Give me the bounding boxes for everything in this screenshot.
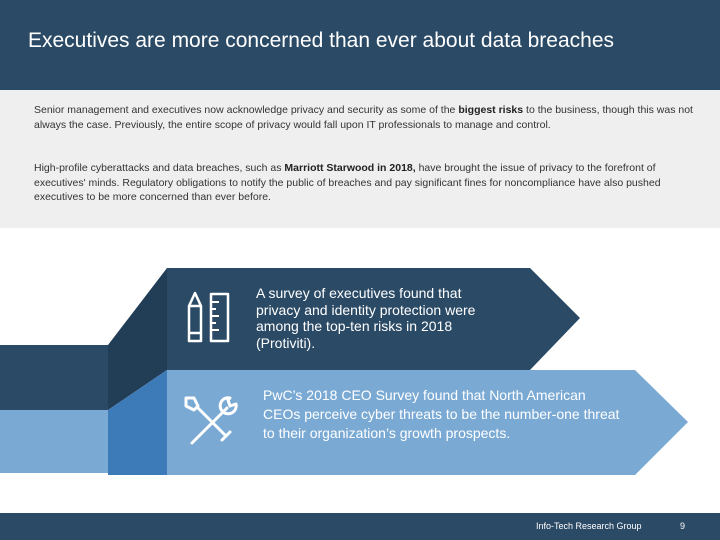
left-block-top xyxy=(0,345,108,410)
slide-title: Executives are more concerned than ever … xyxy=(28,29,615,52)
card-2 xyxy=(167,370,688,475)
title-bar: Executives are more concerned than ever … xyxy=(0,0,720,90)
page-number: 9 xyxy=(680,521,686,531)
intro-p1-bold: biggest risks xyxy=(458,104,524,116)
fold-top xyxy=(108,268,167,410)
card-1-text: A survey of executives found that privac… xyxy=(256,285,476,351)
left-block-bottom xyxy=(0,410,108,473)
intro-p2-text-after: have brought the issue of privacy to the… xyxy=(34,162,661,203)
intro-panel: Senior management and executives now ack… xyxy=(0,90,720,228)
intro-paragraph-1: Senior management and executives now ack… xyxy=(34,103,694,132)
intro-p1-text-after: to the business, though this was not alw… xyxy=(34,104,693,131)
intro-p2-bold: Marriott Starwood in 2018, xyxy=(284,162,416,174)
intro-p2-text: High-profile cyberattacks and data breac… xyxy=(34,162,285,174)
card-1 xyxy=(167,268,580,370)
intro-p1-text: Senior management and executives now ack… xyxy=(34,104,459,116)
tools-icon xyxy=(184,396,238,445)
card-2-text: PwC’s 2018 CEO Survey found that North A… xyxy=(263,387,620,441)
footer-organization: Info-Tech Research Group xyxy=(536,521,642,531)
intro-paragraph-2: High-profile cyberattacks and data breac… xyxy=(34,161,694,205)
footer-bar: Info-Tech Research Group 9 xyxy=(0,513,720,540)
fold-bottom xyxy=(108,370,167,475)
pencil-ruler-icon xyxy=(187,291,230,343)
